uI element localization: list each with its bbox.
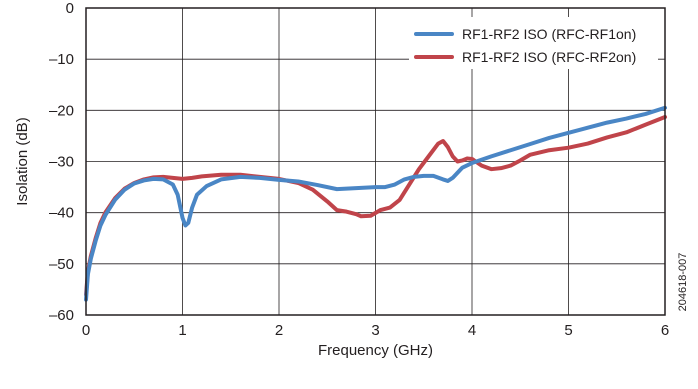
x-tick-label: 3 (371, 322, 379, 339)
y-tick-label: 0 (66, 0, 74, 17)
x-tick-label: 5 (564, 322, 572, 339)
x-axis-title: Frequency (GHz) (318, 342, 433, 359)
y-axis-title: Isolation (dB) (14, 117, 31, 205)
y-tick-label: –40 (49, 205, 74, 222)
legend-label: RF1-RF2 ISO (RFC-RF1on) (462, 26, 636, 42)
y-tick-labels: –60 –50 –40 –30 –20 –10 0 (49, 0, 74, 324)
y-tick-label: –20 (49, 102, 74, 119)
y-tick-label: –10 (49, 51, 74, 68)
y-tick-label: –50 (49, 256, 74, 273)
series-layer (84, 105, 667, 302)
series-line (84, 105, 667, 302)
x-tick-labels: 0 1 2 3 4 5 6 (82, 322, 669, 339)
legend: RF1-RF2 ISO (RFC-RF1on) RF1-RF2 ISO (RFC-… (409, 17, 658, 69)
legend-box (409, 17, 658, 69)
plot-frame (85, 7, 666, 316)
y-tick-label: –30 (49, 154, 74, 171)
y-tick-label: –60 (49, 307, 74, 324)
x-tick-label: 2 (275, 322, 283, 339)
x-tick-label: 0 (82, 322, 90, 339)
x-tick-label: 4 (468, 322, 476, 339)
x-tick-label: 6 (661, 322, 669, 339)
legend-label: RF1-RF2 ISO (RFC-RF2on) (462, 49, 636, 65)
x-tick-label: 1 (178, 322, 186, 339)
figure-id: 204618-007 (677, 253, 689, 312)
